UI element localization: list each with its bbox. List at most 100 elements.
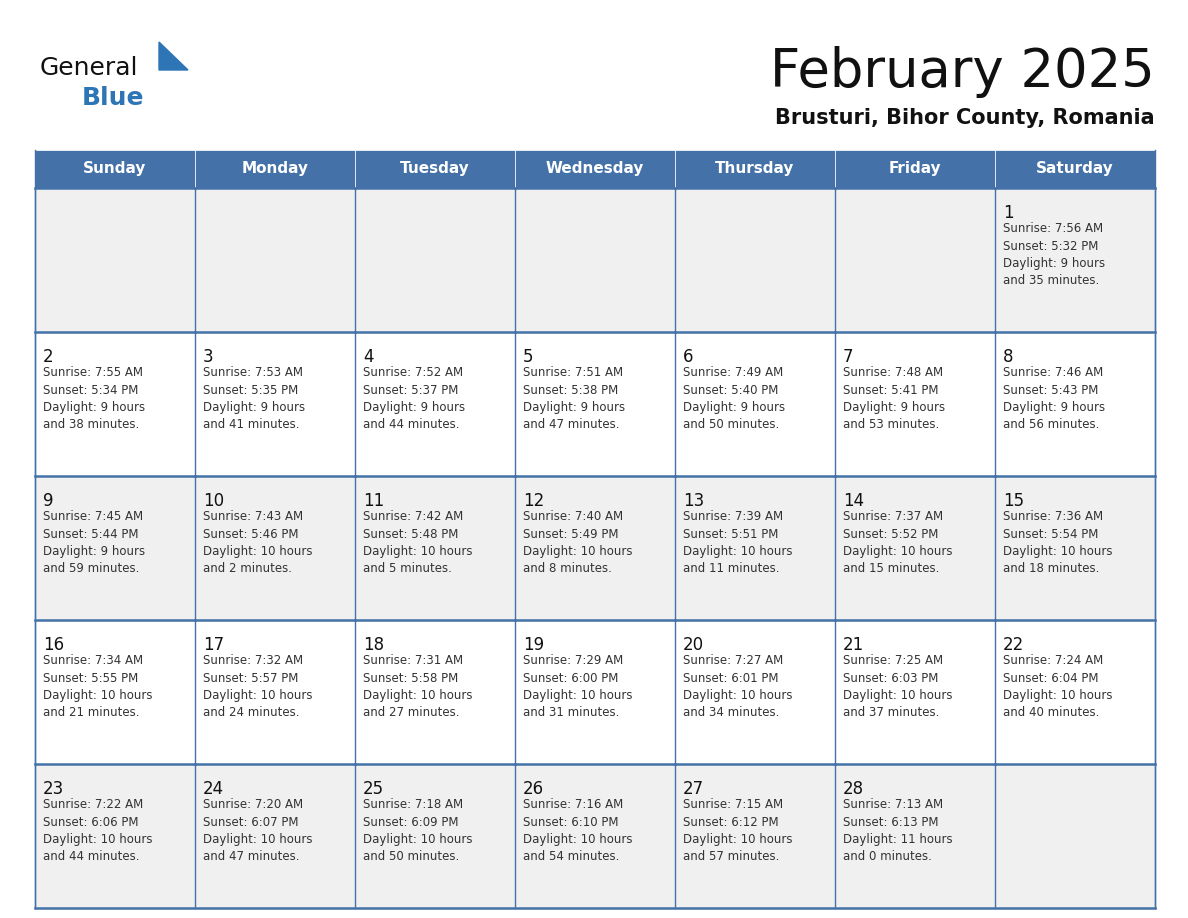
Text: 17: 17 <box>203 636 225 654</box>
Text: 8: 8 <box>1003 348 1013 366</box>
Text: Brusturi, Bihor County, Romania: Brusturi, Bihor County, Romania <box>776 108 1155 128</box>
Text: Sunrise: 7:52 AM
Sunset: 5:37 PM
Daylight: 9 hours
and 44 minutes.: Sunrise: 7:52 AM Sunset: 5:37 PM Dayligh… <box>364 366 466 431</box>
Bar <box>996 620 1155 764</box>
Text: February 2025: February 2025 <box>770 46 1155 98</box>
Bar <box>516 764 675 908</box>
Text: 18: 18 <box>364 636 384 654</box>
Text: 24: 24 <box>203 780 225 798</box>
Bar <box>34 764 195 908</box>
Text: Sunrise: 7:48 AM
Sunset: 5:41 PM
Daylight: 9 hours
and 53 minutes.: Sunrise: 7:48 AM Sunset: 5:41 PM Dayligh… <box>843 366 946 431</box>
Text: Blue: Blue <box>82 86 145 110</box>
Text: Tuesday: Tuesday <box>400 162 470 176</box>
Text: Sunrise: 7:56 AM
Sunset: 5:32 PM
Daylight: 9 hours
and 35 minutes.: Sunrise: 7:56 AM Sunset: 5:32 PM Dayligh… <box>1003 222 1105 287</box>
Text: 6: 6 <box>683 348 694 366</box>
Bar <box>34 476 195 620</box>
Text: 26: 26 <box>523 780 544 798</box>
Text: General: General <box>40 56 139 80</box>
Text: Sunrise: 7:53 AM
Sunset: 5:35 PM
Daylight: 9 hours
and 41 minutes.: Sunrise: 7:53 AM Sunset: 5:35 PM Dayligh… <box>203 366 305 431</box>
Text: 1: 1 <box>1003 204 1013 222</box>
Bar <box>355 188 516 332</box>
Text: 20: 20 <box>683 636 704 654</box>
Text: Sunrise: 7:37 AM
Sunset: 5:52 PM
Daylight: 10 hours
and 15 minutes.: Sunrise: 7:37 AM Sunset: 5:52 PM Dayligh… <box>843 510 953 576</box>
Text: 25: 25 <box>364 780 384 798</box>
Bar <box>516 476 675 620</box>
Bar <box>195 764 355 908</box>
Bar <box>675 764 835 908</box>
Bar <box>835 476 996 620</box>
Text: Sunrise: 7:31 AM
Sunset: 5:58 PM
Daylight: 10 hours
and 27 minutes.: Sunrise: 7:31 AM Sunset: 5:58 PM Dayligh… <box>364 654 473 720</box>
Text: Sunday: Sunday <box>83 162 146 176</box>
Bar <box>195 332 355 476</box>
Text: Sunrise: 7:16 AM
Sunset: 6:10 PM
Daylight: 10 hours
and 54 minutes.: Sunrise: 7:16 AM Sunset: 6:10 PM Dayligh… <box>523 798 632 864</box>
Bar <box>355 620 516 764</box>
Text: Friday: Friday <box>889 162 941 176</box>
Text: Sunrise: 7:18 AM
Sunset: 6:09 PM
Daylight: 10 hours
and 50 minutes.: Sunrise: 7:18 AM Sunset: 6:09 PM Dayligh… <box>364 798 473 864</box>
Text: Sunrise: 7:46 AM
Sunset: 5:43 PM
Daylight: 9 hours
and 56 minutes.: Sunrise: 7:46 AM Sunset: 5:43 PM Dayligh… <box>1003 366 1105 431</box>
Text: Thursday: Thursday <box>715 162 795 176</box>
Bar <box>675 332 835 476</box>
Text: 16: 16 <box>43 636 64 654</box>
Polygon shape <box>159 42 188 70</box>
Text: Sunrise: 7:13 AM
Sunset: 6:13 PM
Daylight: 11 hours
and 0 minutes.: Sunrise: 7:13 AM Sunset: 6:13 PM Dayligh… <box>843 798 953 864</box>
Text: Saturday: Saturday <box>1036 162 1114 176</box>
Text: 27: 27 <box>683 780 704 798</box>
Bar <box>835 332 996 476</box>
Bar <box>195 150 355 188</box>
Bar <box>675 620 835 764</box>
Bar <box>675 188 835 332</box>
Bar <box>996 188 1155 332</box>
Text: Sunrise: 7:15 AM
Sunset: 6:12 PM
Daylight: 10 hours
and 57 minutes.: Sunrise: 7:15 AM Sunset: 6:12 PM Dayligh… <box>683 798 792 864</box>
Text: Sunrise: 7:24 AM
Sunset: 6:04 PM
Daylight: 10 hours
and 40 minutes.: Sunrise: 7:24 AM Sunset: 6:04 PM Dayligh… <box>1003 654 1112 720</box>
Text: 12: 12 <box>523 492 544 510</box>
Bar <box>195 188 355 332</box>
Bar <box>835 150 996 188</box>
Bar <box>516 150 675 188</box>
Bar <box>516 332 675 476</box>
Text: Sunrise: 7:43 AM
Sunset: 5:46 PM
Daylight: 10 hours
and 2 minutes.: Sunrise: 7:43 AM Sunset: 5:46 PM Dayligh… <box>203 510 312 576</box>
Text: 5: 5 <box>523 348 533 366</box>
Text: 11: 11 <box>364 492 384 510</box>
Text: Sunrise: 7:36 AM
Sunset: 5:54 PM
Daylight: 10 hours
and 18 minutes.: Sunrise: 7:36 AM Sunset: 5:54 PM Dayligh… <box>1003 510 1112 576</box>
Text: 9: 9 <box>43 492 53 510</box>
Text: Sunrise: 7:20 AM
Sunset: 6:07 PM
Daylight: 10 hours
and 47 minutes.: Sunrise: 7:20 AM Sunset: 6:07 PM Dayligh… <box>203 798 312 864</box>
Text: 7: 7 <box>843 348 853 366</box>
Text: 21: 21 <box>843 636 864 654</box>
Text: Sunrise: 7:55 AM
Sunset: 5:34 PM
Daylight: 9 hours
and 38 minutes.: Sunrise: 7:55 AM Sunset: 5:34 PM Dayligh… <box>43 366 145 431</box>
Text: 13: 13 <box>683 492 704 510</box>
Text: Sunrise: 7:45 AM
Sunset: 5:44 PM
Daylight: 9 hours
and 59 minutes.: Sunrise: 7:45 AM Sunset: 5:44 PM Dayligh… <box>43 510 145 576</box>
Text: 23: 23 <box>43 780 64 798</box>
Text: 3: 3 <box>203 348 214 366</box>
Bar <box>516 620 675 764</box>
Text: 10: 10 <box>203 492 225 510</box>
Text: Sunrise: 7:42 AM
Sunset: 5:48 PM
Daylight: 10 hours
and 5 minutes.: Sunrise: 7:42 AM Sunset: 5:48 PM Dayligh… <box>364 510 473 576</box>
Bar <box>355 764 516 908</box>
Bar <box>34 620 195 764</box>
Bar <box>34 332 195 476</box>
Bar <box>996 476 1155 620</box>
Bar <box>355 332 516 476</box>
Bar <box>34 188 195 332</box>
Text: Sunrise: 7:25 AM
Sunset: 6:03 PM
Daylight: 10 hours
and 37 minutes.: Sunrise: 7:25 AM Sunset: 6:03 PM Dayligh… <box>843 654 953 720</box>
Bar <box>675 476 835 620</box>
Bar <box>835 764 996 908</box>
Bar <box>996 764 1155 908</box>
Text: 4: 4 <box>364 348 373 366</box>
Text: 2: 2 <box>43 348 53 366</box>
Text: Sunrise: 7:29 AM
Sunset: 6:00 PM
Daylight: 10 hours
and 31 minutes.: Sunrise: 7:29 AM Sunset: 6:00 PM Dayligh… <box>523 654 632 720</box>
Text: Sunrise: 7:51 AM
Sunset: 5:38 PM
Daylight: 9 hours
and 47 minutes.: Sunrise: 7:51 AM Sunset: 5:38 PM Dayligh… <box>523 366 625 431</box>
Text: 28: 28 <box>843 780 864 798</box>
Text: Sunrise: 7:32 AM
Sunset: 5:57 PM
Daylight: 10 hours
and 24 minutes.: Sunrise: 7:32 AM Sunset: 5:57 PM Dayligh… <box>203 654 312 720</box>
Bar <box>34 150 195 188</box>
Text: Sunrise: 7:49 AM
Sunset: 5:40 PM
Daylight: 9 hours
and 50 minutes.: Sunrise: 7:49 AM Sunset: 5:40 PM Dayligh… <box>683 366 785 431</box>
Bar <box>355 476 516 620</box>
Bar <box>195 620 355 764</box>
Bar <box>355 150 516 188</box>
Bar <box>835 188 996 332</box>
Bar <box>996 332 1155 476</box>
Text: Sunrise: 7:40 AM
Sunset: 5:49 PM
Daylight: 10 hours
and 8 minutes.: Sunrise: 7:40 AM Sunset: 5:49 PM Dayligh… <box>523 510 632 576</box>
Bar <box>996 150 1155 188</box>
Text: Sunrise: 7:27 AM
Sunset: 6:01 PM
Daylight: 10 hours
and 34 minutes.: Sunrise: 7:27 AM Sunset: 6:01 PM Dayligh… <box>683 654 792 720</box>
Text: Wednesday: Wednesday <box>545 162 644 176</box>
Bar <box>516 188 675 332</box>
Text: Monday: Monday <box>241 162 309 176</box>
